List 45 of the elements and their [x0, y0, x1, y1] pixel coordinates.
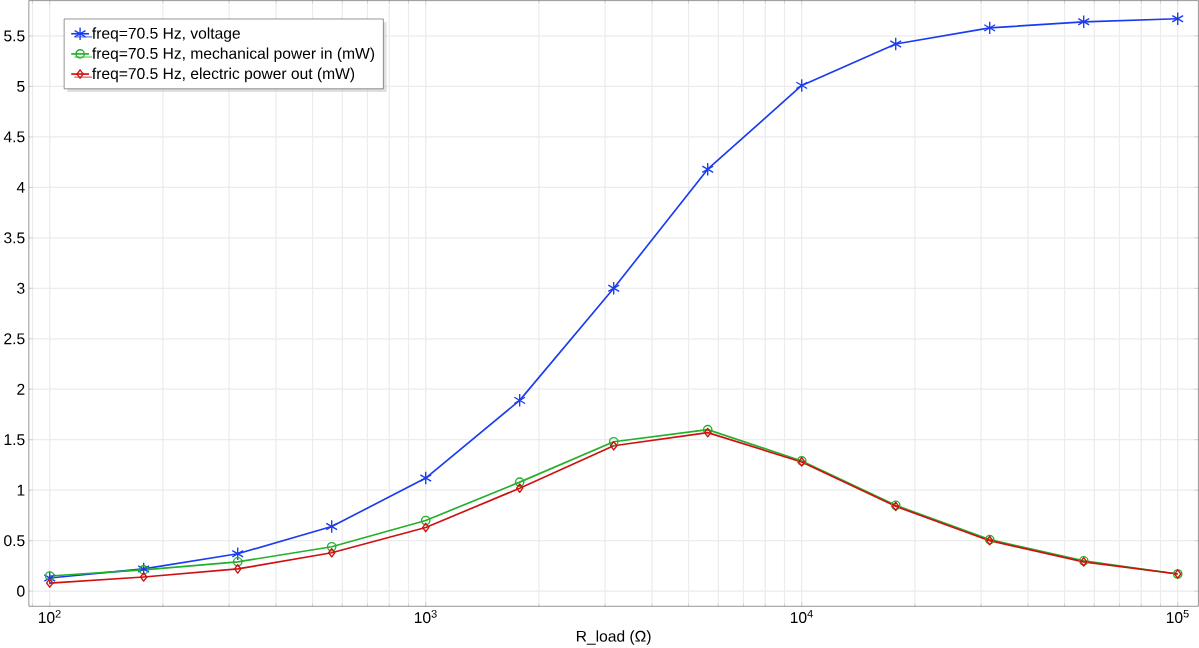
point	[983, 20, 996, 35]
point	[795, 78, 808, 93]
y-tick-label: 5.5	[4, 30, 25, 42]
point	[327, 547, 336, 558]
x-axis-title: R_load (Ω)	[576, 630, 651, 645]
point	[232, 556, 243, 567]
point	[608, 436, 619, 447]
point	[326, 541, 337, 552]
point	[1077, 14, 1090, 29]
x-tick-label: 10$^{3}$	[414, 609, 437, 623]
x-tick-label: 10$^{2}$	[38, 609, 61, 623]
y-tick-label: 0	[17, 585, 25, 597]
point	[513, 393, 526, 408]
legend-label: freq=70.5 Hz, voltage	[92, 27, 240, 42]
y-tick-label: 0.5	[4, 534, 25, 547]
point	[515, 483, 524, 493]
y-tick-label: 2	[17, 383, 25, 395]
point	[325, 519, 338, 534]
point	[1171, 11, 1184, 26]
point	[44, 570, 55, 581]
point	[43, 570, 56, 585]
point	[514, 477, 525, 487]
y-tick-label: 4.5	[3, 131, 25, 143]
point	[421, 522, 430, 533]
point	[420, 515, 431, 526]
x-tick-label: 10$^{5}$	[1166, 609, 1189, 623]
point	[889, 36, 902, 51]
legend-label: freq=70.5 Hz, electric power out (mW)	[92, 67, 355, 82]
y-tick-label: 1.5	[4, 434, 25, 445]
point	[607, 281, 620, 296]
point	[139, 572, 148, 582]
point	[419, 471, 432, 485]
point	[45, 578, 54, 588]
y-tick-label: 4	[16, 181, 25, 193]
point	[231, 546, 244, 561]
point	[609, 440, 618, 451]
y-tick-label: 2.5	[4, 333, 25, 345]
x-tick-label: 10$^{4}$	[790, 609, 813, 623]
point	[233, 563, 242, 574]
y-tick-label: 1	[17, 484, 25, 496]
y-tick-label: 3	[17, 282, 25, 294]
y-tick-label: 3.5	[4, 232, 25, 244]
legend-label: freq=70.5 Hz, mechanical power in (mW)	[92, 47, 375, 62]
point	[701, 162, 714, 176]
y-tick-label: 5	[17, 80, 25, 92]
